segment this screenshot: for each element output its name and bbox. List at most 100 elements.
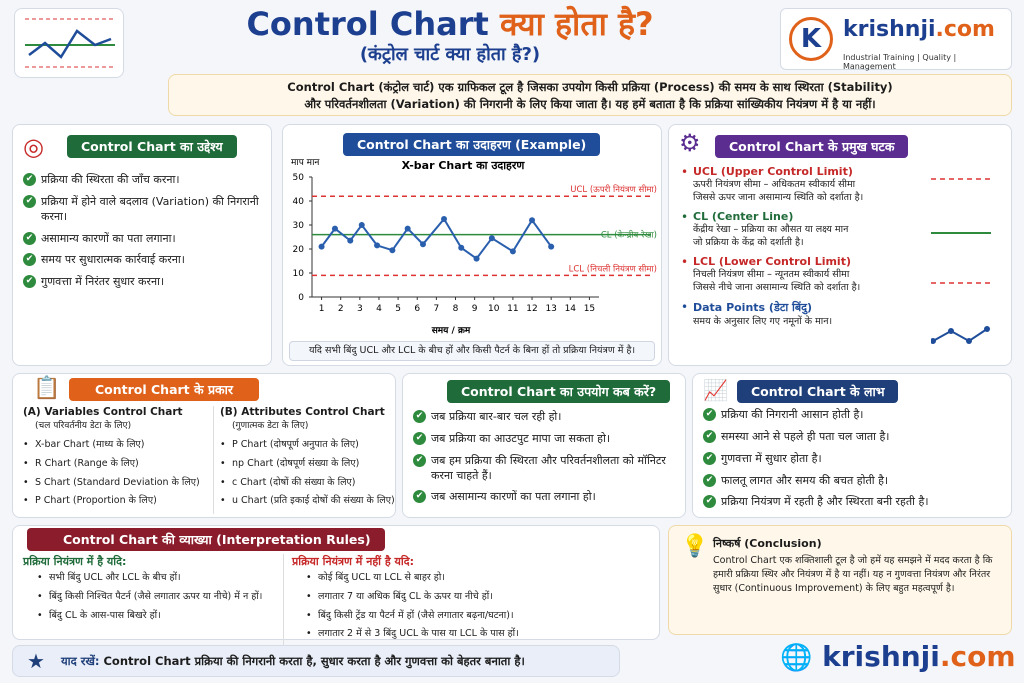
list-item: R Chart (Range के लिए) [23,458,203,471]
ucl-line-label: UCL (ऊपरी नियंत्रण सीमा) [570,184,657,195]
list-item: बिंदु CL के आस-पास बिखरे हों। [37,610,273,623]
list-item: P Chart (दोषपूर्ण अनुपात के लिए) [220,439,395,452]
list-item: गुणवत्ता में निरंतर सुधार करना। [23,275,263,290]
component-desc: केंद्रीय रेखा – प्रक्रिया का औसत या लक्ष… [693,224,849,235]
component-name: LCL (Lower Control Limit) [693,255,851,268]
section-title: Control Chart का उपयोग कब करें? [447,380,671,403]
y-tick-label: 0 [298,293,304,303]
conclusion-text: Control Chart एक शक्तिशाली टूल है जो हमे… [713,555,993,594]
component: • UCL (Upper Control Limit) ऊपरी नियंत्रण … [681,165,1011,204]
data-point [358,222,365,228]
component-name: Data Points (डेटा बिंदु) [693,301,813,314]
legend-swatches [931,178,991,344]
title-hi: क्या होता है? [499,5,654,43]
objective-list: प्रक्रिया की स्थिरता की जाँच करना। प्रक्र… [23,173,263,297]
component-desc: निचली नियंत्रण सीमा – न्यूनतम स्वीकार्य … [693,269,850,280]
bullet: • [681,165,689,179]
data-point [331,225,338,232]
data-point [509,248,516,255]
y-tick-label: 30 [293,221,305,231]
logo: K krishnji.com Industrial Training | Qua… [780,8,1012,71]
type-list: X-bar Chart (माध्य के लिए) R Chart (Range… [23,439,203,508]
data-point [458,244,465,251]
list-item: प्रक्रिया नियंत्रण में रहती है और स्थिरत… [703,495,1003,510]
component-list: • UCL (Upper Control Limit) ऊपरी नियंत्रण … [681,165,1011,334]
component-desc: जिससे ऊपर जाना असामान्य स्थिति को दर्शात… [693,192,864,203]
benefits-card: 📈 Control Chart के लाभ प्रक्रिया की निगर… [692,373,1012,518]
list-item: जब हम प्रक्रिया की स्थिरता और परिवर्तनशी… [413,453,677,484]
section-title: Control Chart की व्याख्या (Interpretatio… [27,528,385,551]
x-tick-label: 2 [338,304,344,314]
intro-line: और परिवर्तनशीलता (Variation) की निगरानी … [304,97,876,111]
list-item: जब असामान्य कारणों का पता लगाना हो। [413,490,677,505]
star-icon: ★ [27,649,45,673]
x-tick-label: 6 [414,304,420,314]
intro: Control Chart (कंट्रोल चार्ट) एक ग्राफिक… [168,74,1012,116]
section-title: Control Chart के लाभ [737,380,899,403]
x-tick-label: 8 [453,304,459,314]
x-axis-label: समय / क्रम [431,326,471,336]
conclusion-title: निष्कर्ष (Conclusion) [713,537,822,550]
y-tick-label: 40 [293,197,305,207]
list-item: प्रक्रिया की स्थिरता की जाँच करना। [23,173,263,188]
y-axis-label: माप मान [291,158,320,168]
type-heading: (B) Attributes Control Chart [220,406,385,418]
chart: X-bar Chart का उदाहरण माप मान समय / क्रम… [291,158,657,336]
bullet: • [681,210,689,224]
data-point [473,255,480,262]
component-name: CL (Center Line) [693,210,794,223]
section-title: Control Chart का उदाहरण (Example) [343,133,601,156]
remember-label: याद रखें: [61,654,100,668]
list-item: c Chart (दोषों की संख्या के लिए) [220,477,395,490]
data-point [529,217,536,224]
section-title: Control Chart के प्रमुख घटक [715,135,909,158]
type-sub: (गुणात्मक डेटा के लिए) [232,421,309,431]
lcl-line-label: LCL (निचली नियंत्रण सीमा) [569,263,657,274]
components-card: ⚙ Control Chart के प्रमुख घटक • UCL (Uppe… [668,124,1012,366]
component-desc: समय के अनुसार लिए गए नमूनों के मान। [693,316,833,327]
cl-line-label: CL (केन्द्रीय रेखा) [601,230,657,241]
remember-bar: ★ याद रखें: Control Chart प्रक्रिया की न… [12,645,620,677]
types-card: 📋 Control Chart के प्रकार (A) Variables … [12,373,396,518]
list-item: X-bar Chart (माध्य के लिए) [23,439,203,452]
bulb-icon: 💡 [681,534,709,559]
series-line [320,217,552,260]
x-tick-label: 1 [319,304,325,314]
data-point [389,247,396,254]
data-point [404,225,411,232]
title-en: Control Chart [246,5,489,43]
logo-tagline: Industrial Training | Quality | Manageme… [843,53,957,71]
component: • CL (Center Line) केंद्रीय रेखा – प्रक्रि… [681,210,1011,249]
data-point [488,235,495,242]
x-tick-label: 14 [565,304,577,314]
list-item: समस्या आने से पहले ही पता चल जाता है। [703,429,1003,445]
objectives-card: ◎ Control Chart का उद्देश्य प्रक्रिया की… [12,124,272,366]
component: • Data Points (डेटा बिंदु) समय के अनुसार ल… [681,300,1011,328]
list-item: जब प्रक्रिया का आउटपुट मापा जा सकता हो। [413,431,677,447]
component-desc: ऊपरी नियंत्रण सीमा – अधिकतम स्वीकार्य सी… [693,179,856,190]
section-title: Control Chart के प्रकार [69,378,259,401]
title: Control Chart क्या होता है? [130,2,770,45]
bullet: • [681,300,689,314]
chart-title: X-bar Chart का उदाहरण [402,159,526,172]
list-item: P Chart (Proportion के लिए) [23,495,203,508]
data-point [318,243,325,250]
component: • LCL (Lower Control Limit) निचली नियंत्रण… [681,255,1011,294]
target-icon: ◎ [23,133,44,161]
x-tick-label: 11 [507,304,518,314]
rule-heading: प्रक्रिया नियंत्रण में नहीं है यदि: [292,555,414,568]
list-item: u Chart (प्रति इकाई दोषों की संख्या के ल… [220,495,395,508]
variables: (A) Variables Control Chart (चल परिवर्तन… [23,406,203,514]
clipboard-icon: 📋 [33,376,61,401]
rule-heading: प्रक्रिया नियंत्रण में है यदि: [23,555,127,568]
list-item: np Chart (दोषपूर्ण संख्या के लिए) [220,458,395,471]
x-tick-label: 12 [526,304,537,314]
x-tick-label: 10 [488,304,500,314]
list-item: समय पर सुधारात्मक कार्रवाई करना। [23,253,263,268]
x-tick-label: 9 [472,304,478,314]
example-card: Control Chart का उदाहरण (Example) X-bar … [282,124,662,366]
data-point [419,241,426,248]
list-item: फालतू लागत और समय की बचत होती है। [703,473,1003,489]
component-name: UCL (Upper Control Limit) [693,165,853,178]
